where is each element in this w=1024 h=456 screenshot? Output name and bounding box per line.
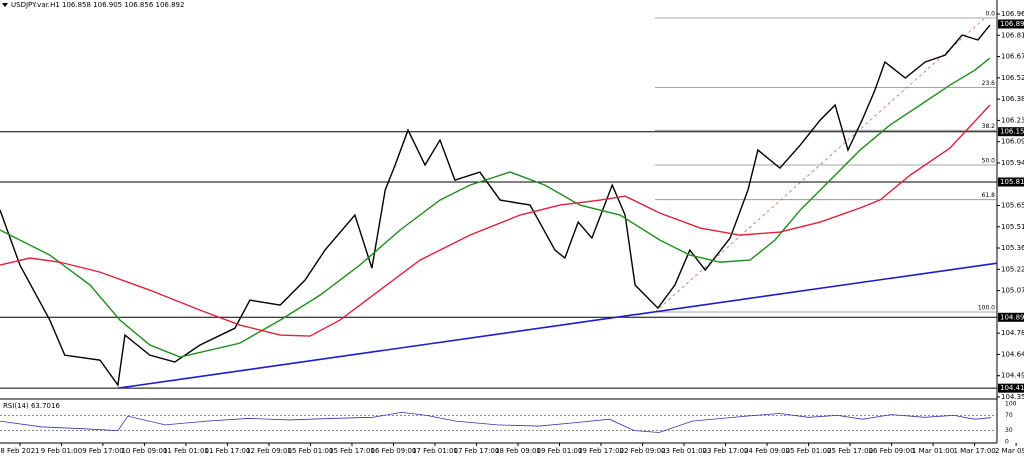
x-tick-label: 1 Mar 01:00 — [912, 447, 954, 455]
x-tick-label: 23 Feb 17:00 — [703, 447, 749, 455]
y-tick-label: 105.075 — [1001, 287, 1024, 295]
x-tick-label: 17 Feb 01:00 — [412, 447, 458, 455]
level-label: 105.815 — [1000, 178, 1024, 186]
chart-title: USDJPY.var.H1 106.858 106.905 106.856 10… — [11, 1, 184, 9]
y-tick-label: 104.350 — [1001, 393, 1024, 401]
price-line — [0, 57, 991, 358]
y-tick-label: 105.365 — [1001, 244, 1024, 252]
x-tick-label: 19 Feb 01:00 — [537, 447, 583, 455]
rsi-title: RSI(14) 63.7016 — [3, 402, 60, 410]
x-tick-label: 2 Mar 09:00 — [995, 447, 1024, 455]
level-label: 104.893 — [1000, 313, 1024, 321]
y-tick-label: 106.380 — [1001, 95, 1024, 103]
y-tick-label: 104.640 — [1001, 350, 1024, 358]
y-tick-label: 105.655 — [1001, 201, 1024, 209]
level-label: 106.158 — [1000, 128, 1024, 136]
x-tick-label: 11 Feb 17:00 — [204, 447, 250, 455]
fib-label: 38.2 — [982, 123, 996, 130]
trendline — [117, 262, 998, 389]
x-tick-label: 18 Feb 09:00 — [495, 447, 541, 455]
x-tick-label: 1 Mar 17:00 — [953, 447, 995, 455]
x-tick-label: 19 Feb 17:00 — [578, 447, 624, 455]
fib-label: 23.6 — [982, 80, 996, 87]
level-tag — [998, 127, 1024, 137]
level-label: 104.410 — [1000, 384, 1024, 392]
price-tag — [998, 19, 1024, 29]
x-tick-label: 22 Feb 09:00 — [620, 447, 666, 455]
price-tag-label: 106.892 — [1000, 20, 1024, 28]
y-tick-label: 105.945 — [1001, 159, 1024, 167]
x-tick-label: 9 Feb 01:00 — [41, 447, 82, 455]
y-tick-label: 105.220 — [1001, 265, 1024, 273]
x-tick-label: 16 Feb 09:00 — [371, 447, 417, 455]
rsi-line — [0, 411, 992, 433]
x-tick-label: 25 Feb 17:00 — [827, 447, 873, 455]
y-tick-label: 106.815 — [1001, 31, 1024, 39]
y-tick-label: 106.670 — [1001, 53, 1024, 61]
level-tag — [998, 177, 1024, 187]
y-tick-label: 104.495 — [1001, 372, 1024, 380]
x-tick-label: 23 Feb 01:00 — [661, 447, 707, 455]
level-tag — [998, 312, 1024, 322]
x-tick-label: 12 Feb 09:00 — [246, 447, 292, 455]
y-tick-label: 106.235 — [1001, 116, 1024, 124]
level-tag — [998, 383, 1024, 393]
x-tick-label: 25 Feb 01:00 — [786, 447, 832, 455]
y-tick-label: 106.090 — [1001, 138, 1024, 146]
y-tick-label: 106.960 — [1001, 10, 1024, 18]
x-tick-label: 10 Feb 09:00 — [121, 447, 167, 455]
x-tick-label: 24 Feb 09:00 — [744, 447, 790, 455]
fib-label: 100.0 — [978, 305, 995, 312]
x-tick-label: 11 Feb 01:00 — [163, 447, 209, 455]
rsi-tick-label: 70 — [1005, 412, 1013, 419]
fib-label: 0.0 — [985, 10, 995, 17]
y-tick-label: 106.525 — [1001, 74, 1024, 82]
rsi-tick-label: 0 — [1005, 439, 1009, 446]
fib-label: 61.8 — [982, 192, 996, 199]
price-line — [0, 104, 991, 337]
rsi-tick-label: 30 — [1005, 427, 1013, 434]
price-line — [0, 24, 991, 387]
fib-label: 50.0 — [982, 157, 996, 164]
x-tick-label: 8 Feb 2021 — [0, 447, 39, 455]
x-tick-label: 26 Feb 09:00 — [869, 447, 915, 455]
x-tick-label: 15 Feb 17:00 — [329, 447, 375, 455]
x-tick-label: 15 Feb 01:00 — [288, 447, 334, 455]
y-tick-label: 104.785 — [1001, 329, 1024, 337]
rsi-tick-label: 100 — [1005, 401, 1017, 408]
y-tick-label: 105.510 — [1001, 223, 1024, 231]
x-tick-label: 9 Feb 17:00 — [82, 447, 123, 455]
x-tick-label: 17 Feb 17:00 — [454, 447, 500, 455]
menu-arrow — [2, 3, 8, 7]
